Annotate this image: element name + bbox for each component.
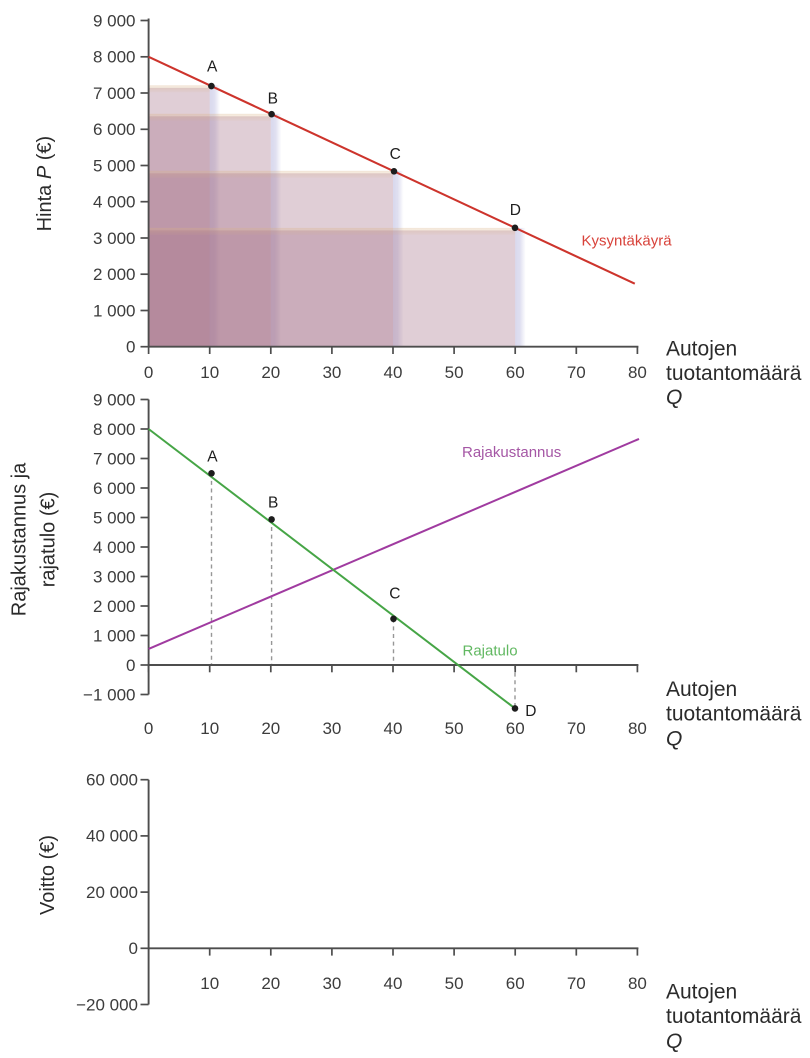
svg-text:0: 0 (144, 363, 153, 382)
svg-text:60: 60 (506, 974, 525, 993)
svg-text:80: 80 (628, 719, 647, 738)
svg-text:rajatulo (€): rajatulo (€) (38, 492, 60, 588)
svg-text:C: C (389, 585, 400, 602)
svg-text:60: 60 (506, 363, 525, 382)
svg-text:Q: Q (666, 1030, 682, 1053)
svg-text:2 000: 2 000 (93, 265, 136, 284)
svg-text:0: 0 (126, 338, 135, 357)
svg-text:5 000: 5 000 (93, 156, 136, 175)
svg-text:80: 80 (628, 363, 647, 382)
svg-text:tuotantomäärä: tuotantomäärä (666, 1005, 802, 1028)
svg-text:20: 20 (261, 719, 280, 738)
svg-text:7 000: 7 000 (93, 84, 136, 103)
svg-text:0: 0 (129, 939, 138, 958)
svg-text:70: 70 (567, 719, 586, 738)
svg-text:8 000: 8 000 (93, 48, 136, 67)
svg-text:20: 20 (261, 974, 280, 993)
svg-text:A: A (207, 58, 218, 75)
svg-text:80: 80 (628, 974, 647, 993)
svg-text:70: 70 (567, 363, 586, 382)
svg-text:Autojen: Autojen (666, 981, 737, 1004)
svg-text:50: 50 (445, 719, 464, 738)
svg-text:Q: Q (666, 727, 682, 750)
svg-text:20: 20 (261, 363, 280, 382)
svg-text:3 000: 3 000 (93, 567, 136, 586)
svg-text:10: 10 (200, 974, 219, 993)
svg-text:C: C (390, 146, 401, 163)
svg-text:40 000: 40 000 (86, 827, 138, 846)
svg-text:7 000: 7 000 (93, 449, 136, 468)
svg-text:Kysyntäkäyrä: Kysyntäkäyrä (582, 233, 673, 250)
svg-text:8 000: 8 000 (93, 420, 136, 439)
svg-text:20 000: 20 000 (86, 883, 138, 902)
svg-text:50: 50 (445, 974, 464, 993)
svg-text:3 000: 3 000 (93, 229, 136, 248)
svg-text:Q: Q (666, 386, 682, 409)
svg-text:−1 000: −1 000 (83, 685, 135, 704)
svg-text:60 000: 60 000 (86, 771, 138, 790)
svg-text:10: 10 (200, 363, 219, 382)
svg-text:tuotantomäärä: tuotantomäärä (666, 362, 802, 385)
svg-text:9 000: 9 000 (93, 11, 136, 30)
svg-text:4 000: 4 000 (93, 193, 136, 212)
svg-text:6 000: 6 000 (93, 120, 136, 139)
svg-text:4 000: 4 000 (93, 538, 136, 557)
svg-text:9 000: 9 000 (93, 390, 136, 409)
svg-text:50: 50 (445, 363, 464, 382)
svg-text:30: 30 (322, 974, 341, 993)
svg-text:Autojen: Autojen (666, 338, 737, 361)
svg-text:B: B (268, 91, 278, 108)
svg-text:Rajakustannus: Rajakustannus (462, 444, 561, 461)
svg-text:Autojen: Autojen (666, 678, 737, 701)
svg-text:0: 0 (126, 656, 135, 675)
svg-text:Rajakustannus ja: Rajakustannus ja (8, 462, 30, 616)
svg-text:30: 30 (322, 363, 341, 382)
svg-text:5 000: 5 000 (93, 508, 136, 527)
svg-text:30: 30 (322, 719, 341, 738)
svg-text:Rajatulo: Rajatulo (463, 642, 518, 659)
svg-text:40: 40 (384, 974, 403, 993)
svg-text:1 000: 1 000 (93, 301, 136, 320)
svg-text:40: 40 (384, 719, 403, 738)
svg-text:70: 70 (567, 974, 586, 993)
svg-text:2 000: 2 000 (93, 597, 136, 616)
svg-text:0: 0 (144, 719, 153, 738)
svg-text:Hinta P (€): Hinta P (€) (34, 136, 56, 232)
svg-text:10: 10 (200, 719, 219, 738)
svg-text:−20 000: −20 000 (76, 995, 138, 1014)
svg-text:B: B (268, 495, 278, 512)
svg-text:Voitto (€): Voitto (€) (37, 835, 59, 915)
svg-text:1 000: 1 000 (93, 626, 136, 645)
svg-text:A: A (207, 449, 218, 466)
svg-text:tuotantomäärä: tuotantomäärä (666, 703, 802, 726)
svg-text:40: 40 (384, 363, 403, 382)
svg-text:6 000: 6 000 (93, 479, 136, 498)
svg-text:60: 60 (506, 719, 525, 738)
svg-text:D: D (525, 703, 536, 720)
svg-text:D: D (510, 202, 521, 219)
